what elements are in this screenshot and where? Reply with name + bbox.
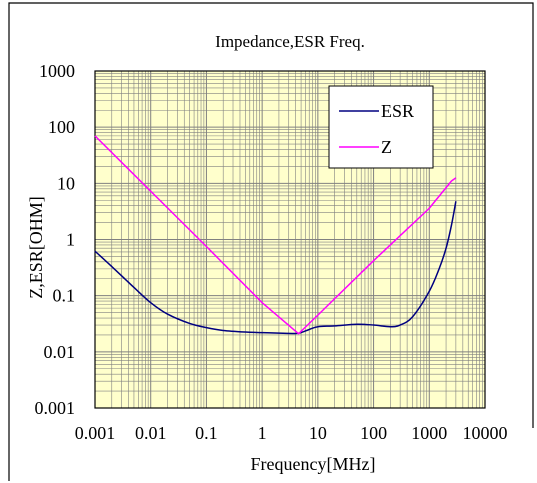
- y-tick-label: 1: [66, 230, 75, 250]
- x-tick-label: 1: [258, 423, 267, 443]
- series-line-z: [94, 135, 457, 335]
- y-axis-label: Z,ESR[OHM]: [26, 196, 46, 299]
- plot-border: [94, 70, 486, 409]
- x-tick-label: 10000: [463, 423, 508, 443]
- legend: ESR Z: [328, 85, 434, 169]
- x-tick-label: 1000: [411, 423, 447, 443]
- y-tick-label: 100: [48, 117, 75, 137]
- chart-title: Impedance,ESR Freq.: [215, 32, 365, 51]
- y-axis-ticks: 0.001 0.01 0.1 1 10 100 1000: [35, 61, 76, 418]
- legend-label-esr: ESR: [381, 101, 414, 121]
- y-tick-label: 10: [57, 173, 75, 193]
- x-axis-label: Frequency[MHz]: [251, 454, 376, 474]
- y-tick-label: 0.01: [44, 342, 76, 362]
- x-tick-label: 0.01: [135, 423, 167, 443]
- chart-frame-group: [8, 2, 534, 481]
- x-axis-ticks: 0.001 0.01 0.1 1 10 100 1000 10000: [75, 423, 508, 443]
- y-tick-label: 1000: [39, 61, 75, 81]
- grid-lines: [94, 71, 485, 409]
- series-group: [94, 135, 457, 335]
- y-tick-label: 0.1: [53, 286, 76, 306]
- legend-box: [328, 85, 434, 169]
- y-tick-label: 0.001: [35, 398, 76, 418]
- x-tick-label: 100: [360, 423, 387, 443]
- x-tick-label: 10: [309, 423, 327, 443]
- legend-label-z: Z: [381, 137, 392, 157]
- x-tick-label: 0.1: [195, 423, 218, 443]
- series-line-esr: [94, 201, 457, 335]
- x-tick-label: 0.001: [75, 423, 116, 443]
- chart-outer-border: [8, 2, 534, 481]
